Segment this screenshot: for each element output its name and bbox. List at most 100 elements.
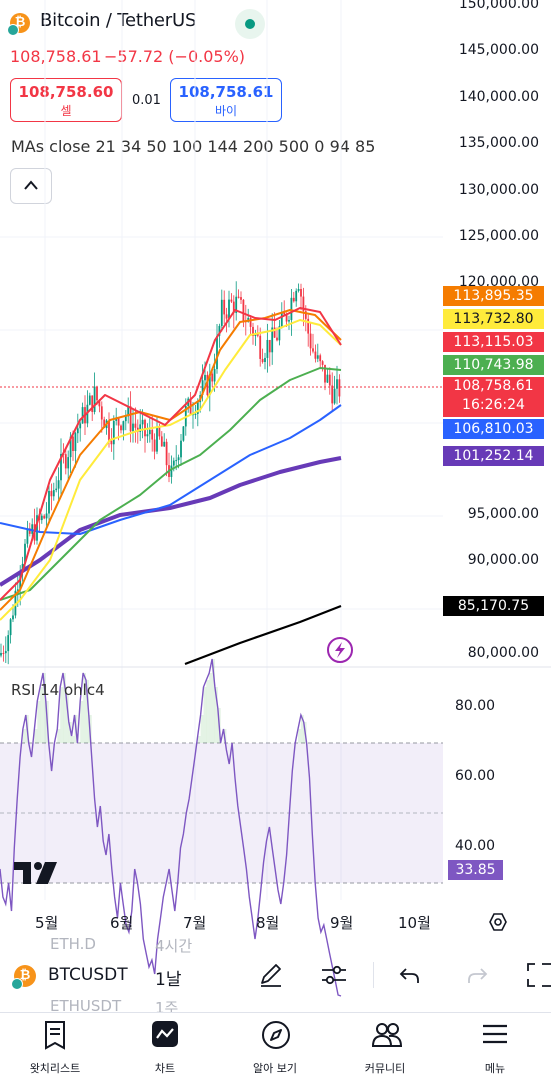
rsi-overbought-segment (80, 701, 84, 743)
rsi-overbought-segment (86, 680, 89, 743)
time-tick: 10월 (398, 914, 431, 932)
candle-body (160, 436, 163, 447)
candle-body (96, 386, 98, 401)
nav-item-explore[interactable]: 알아 보기 (220, 1013, 330, 1081)
fullscreen-icon[interactable] (526, 962, 551, 988)
rsi-overbought-segment (206, 680, 210, 743)
candle-body (48, 490, 50, 514)
price-tick: 125,000.00 (458, 228, 539, 244)
redo-icon[interactable] (465, 964, 489, 986)
spread-value: 0.01 (132, 93, 161, 108)
candle-body (208, 373, 211, 396)
buy-label: 바이 (214, 104, 238, 118)
candle-body (7, 635, 10, 652)
candle-body (4, 651, 7, 654)
market-open-icon[interactable] (235, 9, 265, 39)
candle-body (120, 425, 122, 431)
last-price: 108,758.61 (10, 47, 102, 66)
candle-body (211, 373, 214, 382)
candle-body (307, 318, 310, 334)
time-tick: 8월 (256, 914, 280, 932)
candle-body (182, 426, 185, 441)
candle-body (295, 290, 298, 302)
candle-body (93, 386, 96, 412)
candle-body (216, 335, 218, 370)
flash-alert-icon[interactable] (327, 637, 353, 663)
candle-body (16, 589, 19, 591)
candle-body (153, 439, 156, 452)
ma144-price-label: 106,810.03 (443, 419, 544, 439)
candle-body (98, 400, 101, 407)
candle-body (225, 314, 228, 319)
candle-body (12, 615, 14, 620)
candle-body (242, 299, 245, 322)
candle-body (326, 374, 329, 383)
nav-item-community[interactable]: 커뮤니티 (330, 1013, 440, 1081)
chevron-up-icon (24, 180, 38, 190)
drawing-pen-icon[interactable] (257, 960, 285, 988)
candle-body (297, 288, 300, 291)
rsi-overbought-segment (298, 729, 301, 743)
interval-selector[interactable]: 1날 (155, 970, 182, 990)
candle-body (232, 301, 235, 313)
price-change: −57.72 (−0.05%) (104, 47, 246, 66)
candle-body (81, 407, 84, 424)
candle-body (134, 423, 137, 428)
candle-body (252, 326, 254, 336)
buy-button[interactable]: 108,758.61 바이 (170, 78, 282, 122)
candle-body (285, 314, 288, 322)
candle-body (45, 513, 48, 519)
rsi-overbought-segment (212, 659, 215, 743)
candle-body (230, 299, 233, 302)
candle-body (79, 423, 82, 429)
candle-body (312, 348, 314, 352)
candle-body (316, 355, 319, 359)
time-tick: 7월 (183, 914, 207, 932)
candle-body (28, 528, 31, 534)
sell-button[interactable]: 108,758.60 셀 (10, 78, 122, 122)
rsi-overbought-segment (60, 687, 64, 743)
time-tick: 9월 (330, 914, 354, 932)
nav-item-chart[interactable]: 차트 (110, 1013, 220, 1081)
candle-body (321, 361, 324, 365)
candle-body (333, 388, 336, 404)
candle-body (192, 414, 194, 416)
symbol-selector[interactable]: BTCUSDT (48, 965, 128, 985)
symbol-title[interactable]: Bitcoin / TetherUS (40, 10, 197, 31)
rsi-legend[interactable]: RSI 14 ohlc4 (11, 681, 105, 699)
rsi-overbought-segment (203, 687, 207, 743)
candle-body (67, 457, 70, 469)
candle-body (300, 288, 302, 297)
candle-body (86, 404, 89, 424)
chart-settings-icon[interactable] (488, 912, 508, 932)
tradingview-logo-icon[interactable] (14, 862, 58, 884)
rsi-tick: 40.00 (455, 838, 496, 854)
candle-body (14, 590, 17, 616)
candle-body (55, 488, 58, 491)
undo-icon[interactable] (398, 964, 422, 986)
candle-body (259, 335, 262, 359)
nav-item-watchlist[interactable]: 왓치리스트 (0, 1013, 110, 1081)
candle-body (115, 418, 118, 421)
sell-label: 셀 (60, 104, 72, 118)
rsi-overbought-segment (37, 701, 41, 743)
indicators-sliders-icon[interactable] (320, 962, 348, 988)
candle-body (213, 369, 216, 382)
candle-body (280, 312, 283, 327)
community-icon (371, 1023, 403, 1047)
ma-indicator-legend[interactable]: MAs close 21 34 50 100 144 200 500 0 94 … (11, 137, 376, 156)
candle-body (196, 402, 199, 414)
bottom-navigation: 왓치리스트 차트 알아 보기 커뮤니티 메뉴 (0, 1012, 551, 1081)
candle-body (180, 440, 182, 458)
nav-item-menu[interactable]: 메뉴 (440, 1013, 550, 1081)
candle-body (266, 339, 269, 358)
candle-body (88, 395, 91, 405)
candle-body (240, 297, 242, 300)
nav-label: 왓치리스트 (29, 1062, 81, 1075)
rsi-overbought-segment (65, 694, 69, 743)
candle-body (338, 379, 341, 397)
ghost-symbol-below: ETHUSDT (50, 997, 122, 1015)
chart-grid (0, 0, 443, 900)
candle-body (283, 312, 286, 315)
